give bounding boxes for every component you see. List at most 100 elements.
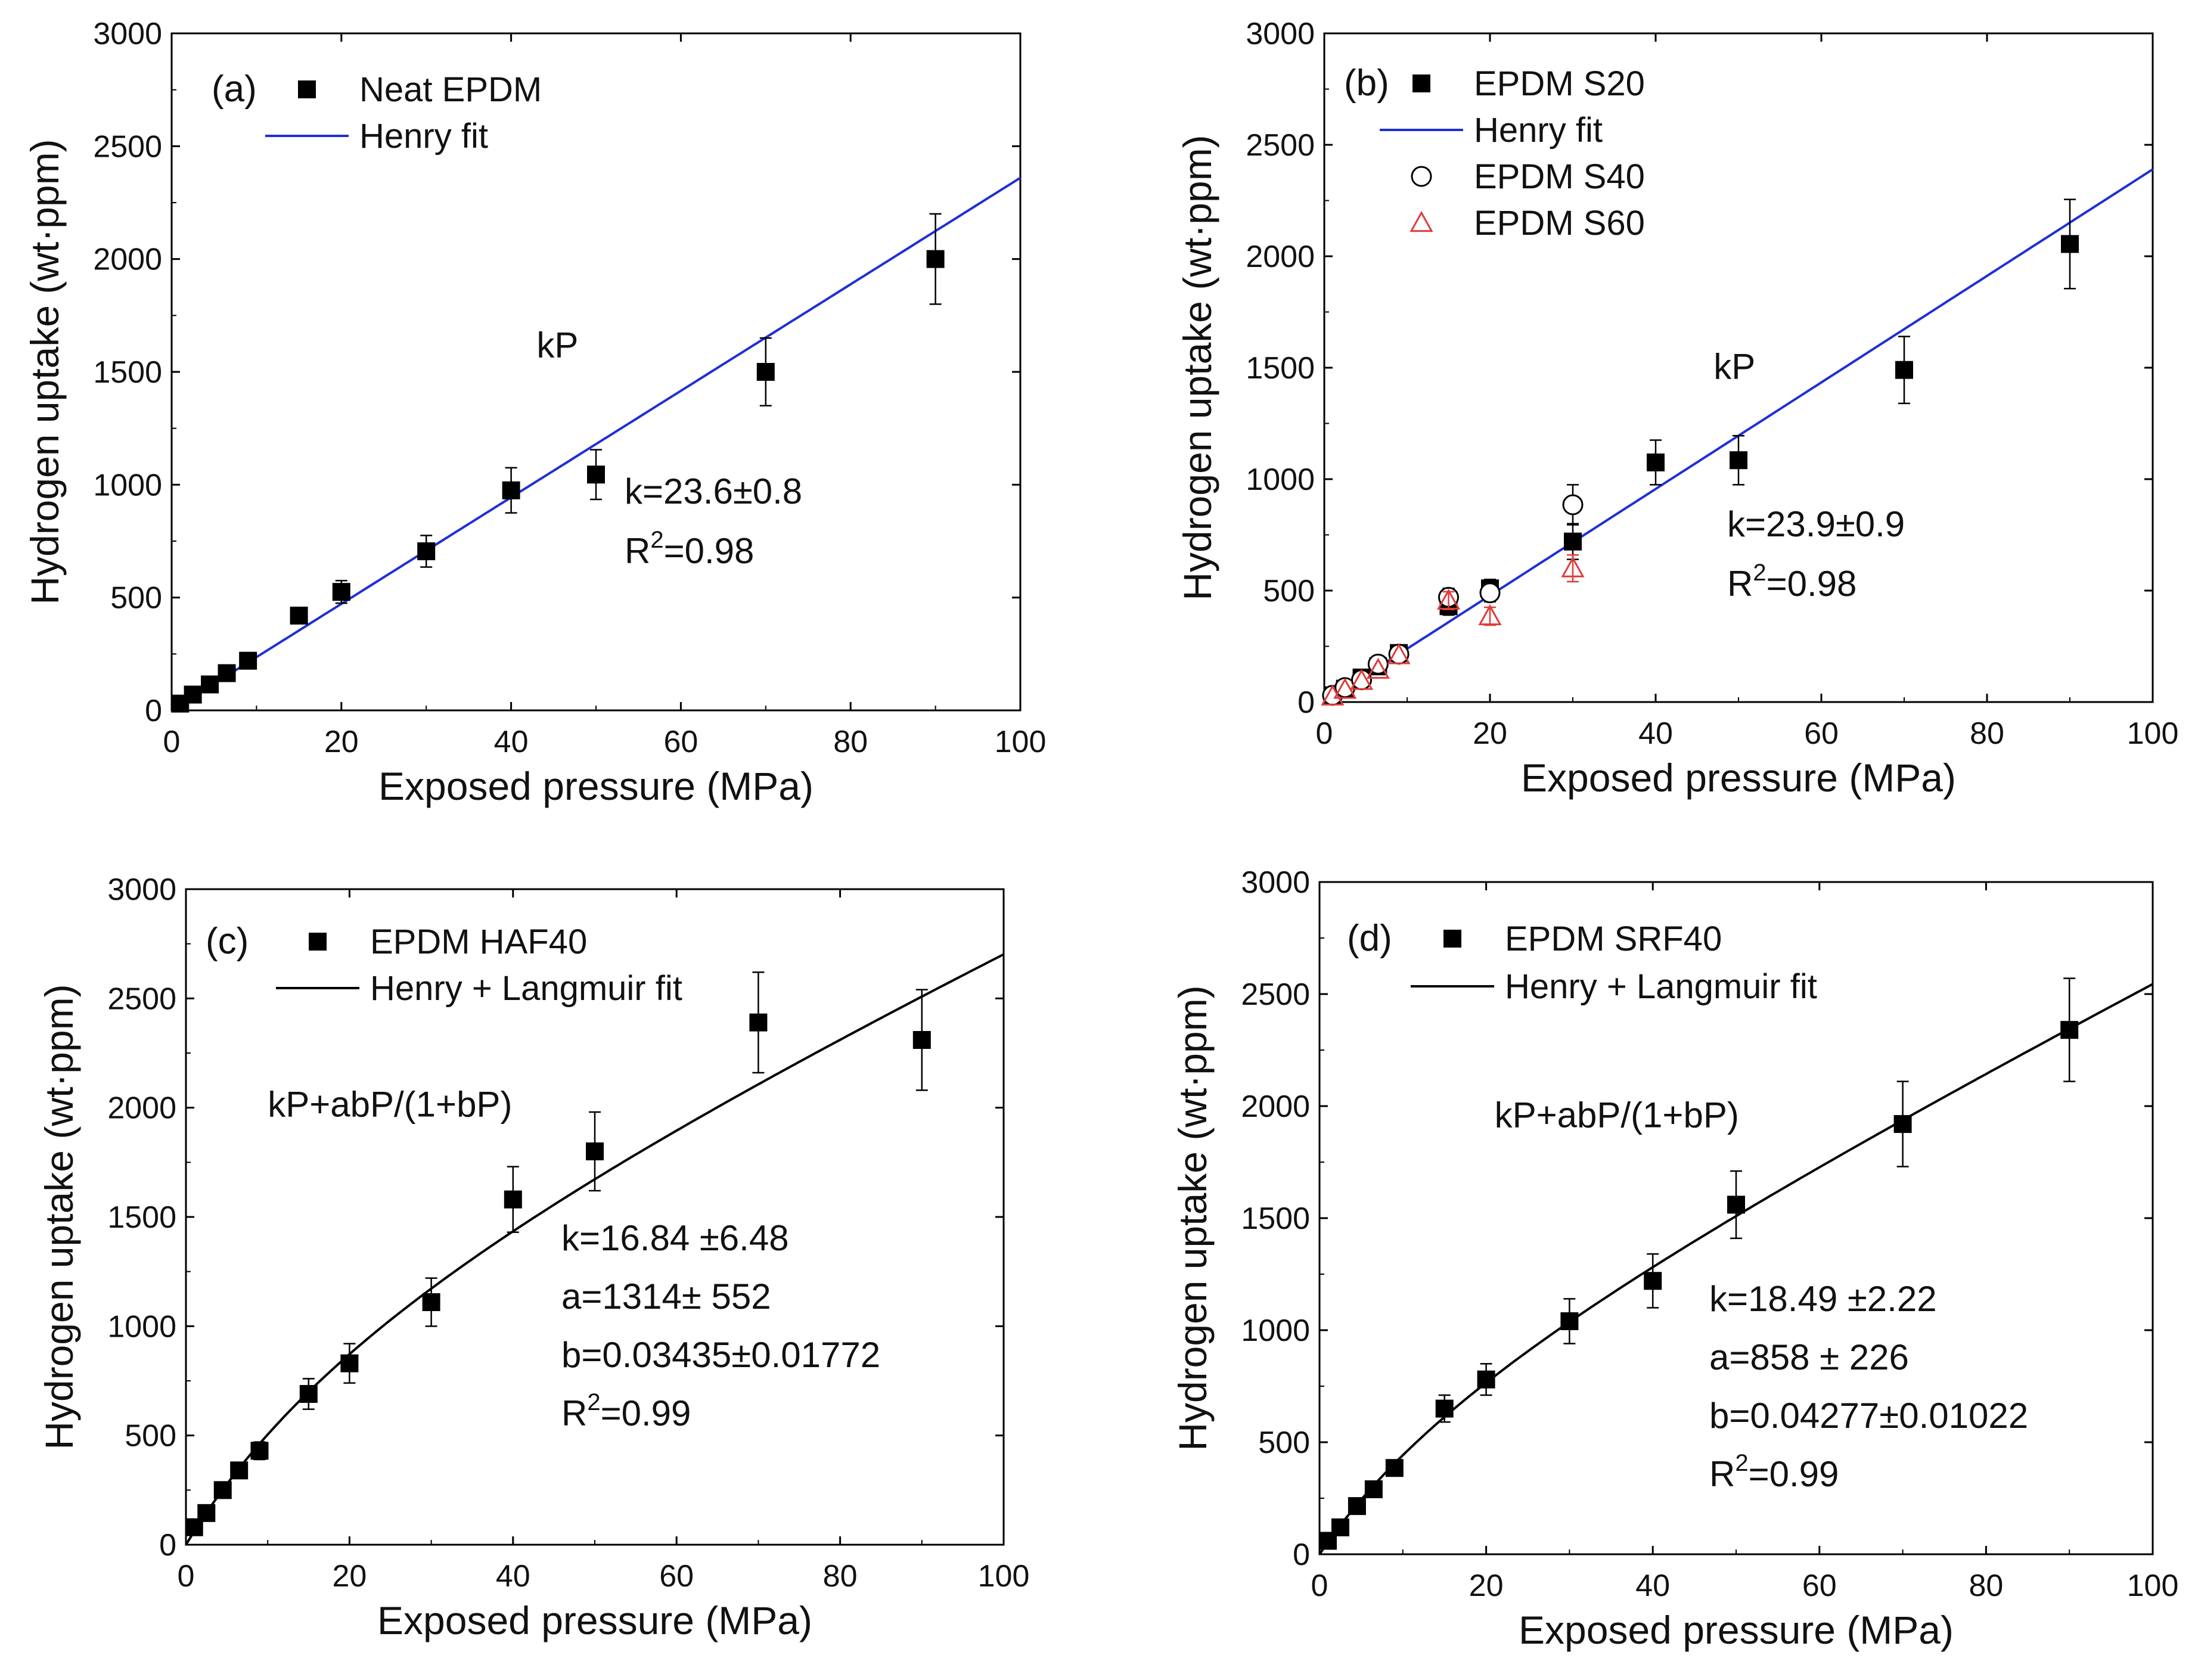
data-point: [184, 685, 202, 704]
data-point: [1388, 644, 1410, 665]
r-squared-superscript: 2: [587, 1389, 600, 1415]
equation-label: kP: [1713, 347, 1755, 387]
x-tick-label: 100: [2127, 716, 2179, 751]
x-tick-label: 60: [659, 1559, 694, 1594]
data-point: [502, 481, 520, 499]
y-tick-label: 1000: [1246, 462, 1315, 497]
fit-parameter-label: k=23.6±0.8: [625, 471, 802, 511]
y-tick-label: 500: [1258, 1426, 1310, 1460]
data-point: [926, 250, 945, 268]
r-squared-label: R2=0.98: [1727, 560, 1856, 604]
r-squared-superscript: 2: [650, 527, 663, 553]
equation-label: kP+abP/(1+bP): [268, 1084, 512, 1124]
r-squared-superscript: 2: [1735, 1450, 1748, 1476]
data-point: [290, 606, 308, 625]
fit-parameter-label: k=18.49 ±2.22: [1709, 1279, 1937, 1319]
y-tick-label: 1500: [107, 1200, 176, 1235]
x-tick-label: 40: [496, 1559, 530, 1594]
y-tick-label: 500: [125, 1419, 176, 1454]
data-point: [213, 1481, 232, 1499]
legend-label: EPDM S60: [1474, 204, 1645, 243]
x-tick-label: 20: [1473, 716, 1507, 751]
y-tick-label: 0: [1297, 685, 1315, 720]
data-point: [756, 363, 775, 381]
x-axis-title: Exposed pressure (MPa): [1519, 1608, 1954, 1652]
y-tick-label: 500: [1263, 574, 1315, 608]
x-tick-label: 40: [1635, 1569, 1670, 1603]
data-point: [1321, 684, 1345, 706]
fit-line: [170, 176, 1022, 712]
r-squared-value: =0.99: [601, 1393, 691, 1433]
y-tick-label: 2000: [1246, 240, 1315, 274]
data-point: [1387, 643, 1411, 664]
r-squared-symbol: R: [561, 1393, 587, 1433]
fit-parameter-label: a=858 ± 226: [1709, 1337, 1909, 1377]
data-point: [504, 1190, 522, 1209]
data-point: [340, 1354, 359, 1372]
x-tick-label: 60: [663, 725, 698, 759]
fit-parameter-label: b=0.04277±0.01022: [1709, 1396, 2028, 1436]
x-tick-label: 0: [163, 725, 181, 759]
y-axis-title: Hydrogen uptake (wt·ppm): [23, 139, 67, 604]
data-point: [1730, 451, 1747, 470]
data-point: [2060, 1021, 2079, 1039]
data-point: [1366, 657, 1390, 679]
data-point: [1477, 1370, 1495, 1389]
x-axis-title: Exposed pressure (MPa): [378, 764, 814, 808]
data-point: [1364, 1480, 1383, 1498]
data-point: [1895, 361, 1913, 379]
data-point: [1478, 604, 1502, 626]
y-tick-label: 1500: [1241, 1201, 1310, 1236]
data-point: [1333, 678, 1357, 699]
y-axis-title: Hydrogen uptake (wt·ppm): [37, 984, 81, 1449]
data-point: [1561, 556, 1585, 577]
data-point: [912, 1031, 931, 1049]
r-squared-symbol: R: [625, 531, 650, 571]
legend-label: Henry fit: [359, 117, 488, 156]
y-axis-title: Hydrogen uptake (wt·ppm): [1171, 985, 1215, 1451]
data-point: [250, 1442, 269, 1460]
data-point: [1435, 1399, 1454, 1418]
data-point: [1560, 1312, 1579, 1330]
data-point: [239, 651, 257, 670]
y-tick-label: 500: [110, 581, 162, 616]
data-point: [1350, 669, 1374, 690]
y-tick-label: 1500: [93, 355, 162, 390]
fit-parameter-label: b=0.03435±0.01772: [561, 1335, 880, 1375]
data-point: [422, 1293, 440, 1311]
chart-panel-a: 0 20 40 60 80 100050010001500200025003000Expo…: [23, 17, 1046, 808]
data-point: [1644, 1272, 1662, 1290]
data-point: [749, 1013, 768, 1032]
series-epdm-s40: [1322, 484, 1584, 706]
legend-label: Henry fit: [1474, 111, 1603, 150]
data-point: [1727, 1195, 1745, 1214]
series-epdm-srf40: [1318, 977, 2079, 1550]
y-tick-label: 1000: [93, 468, 162, 502]
y-tick-label: 0: [1293, 1538, 1310, 1572]
x-axis-title: Exposed pressure (MPa): [377, 1598, 812, 1642]
y-tick-label: 2000: [107, 1091, 176, 1126]
data-point: [1436, 588, 1461, 610]
data-point: [1385, 1459, 1404, 1477]
y-tick-label: 1000: [1241, 1313, 1310, 1348]
y-tick-label: 2500: [1246, 128, 1315, 163]
y-tick-label: 0: [145, 694, 162, 728]
r-squared-label: R2=0.99: [1709, 1450, 1839, 1494]
data-point: [1564, 532, 1582, 551]
chart-panel-d: 0 20 40 60 80 100050010001500200025003000Expo…: [1171, 865, 2178, 1652]
y-tick-label: 2500: [1241, 977, 1310, 1012]
series-epdm-s60: [1321, 554, 1585, 706]
equation-label: kP: [536, 325, 578, 365]
legend-label: EPDM S40: [1474, 157, 1645, 196]
data-point: [1647, 453, 1665, 471]
panel-label: (b): [1344, 63, 1389, 104]
r-squared-label: R2=0.99: [561, 1389, 691, 1433]
x-tick-label: 60: [1804, 716, 1839, 751]
data-point: [587, 465, 605, 484]
y-tick-label: 2000: [93, 243, 162, 277]
y-tick-label: 2500: [93, 129, 162, 164]
y-tick-label: 1500: [1246, 351, 1315, 386]
r-squared-value: =0.98: [1767, 564, 1857, 604]
y-tick-label: 3000: [1246, 17, 1315, 51]
